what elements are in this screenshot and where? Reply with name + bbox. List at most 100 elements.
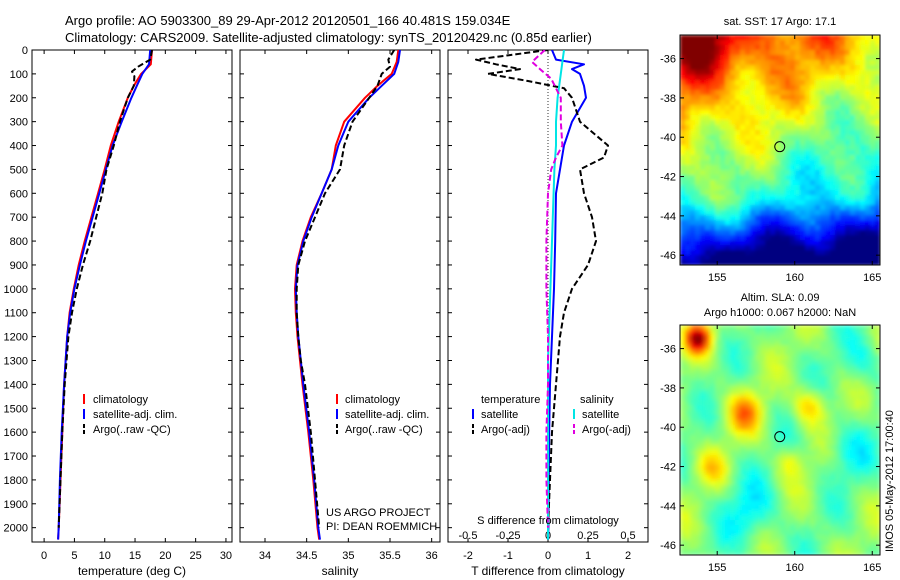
map-cell xyxy=(800,380,806,386)
map-cell xyxy=(710,465,716,471)
map-cell xyxy=(845,340,851,346)
map-cell xyxy=(805,355,811,361)
map-cell xyxy=(825,140,831,146)
map-cell xyxy=(820,525,826,531)
map-cell xyxy=(785,195,791,201)
map-cell xyxy=(720,160,726,166)
map-cell xyxy=(840,475,846,481)
map-cell xyxy=(680,155,686,161)
map-cell xyxy=(765,155,771,161)
map-cell xyxy=(750,390,756,396)
map-cell xyxy=(815,125,821,131)
map-cell xyxy=(715,380,721,386)
map-cell xyxy=(760,150,766,156)
map-cell xyxy=(745,470,751,476)
map-cell xyxy=(825,410,831,416)
map-cell xyxy=(710,350,716,356)
map-cell xyxy=(695,125,701,131)
map-cell xyxy=(735,445,741,451)
map-cell xyxy=(845,130,851,136)
map-cell xyxy=(725,535,731,541)
map-cell xyxy=(755,510,761,516)
map-cell xyxy=(705,535,711,541)
map-cell xyxy=(870,150,876,156)
map-cell xyxy=(865,135,871,141)
map-cell xyxy=(860,350,866,356)
map-cell xyxy=(805,115,811,121)
map-cell xyxy=(855,490,861,496)
map-cell xyxy=(825,245,831,251)
map-cell xyxy=(855,380,861,386)
map-cell xyxy=(735,480,741,486)
map-cell xyxy=(860,95,866,101)
map-cell xyxy=(845,225,851,231)
map-cell xyxy=(745,400,751,406)
map-cell xyxy=(705,375,711,381)
map-cell xyxy=(725,75,731,81)
map-cell xyxy=(790,360,796,366)
map-cell xyxy=(770,205,776,211)
map-cell xyxy=(720,335,726,341)
map-cell xyxy=(860,455,866,461)
map-cell xyxy=(725,160,731,166)
map-cell xyxy=(830,465,836,471)
map-cell xyxy=(800,365,806,371)
map-cell xyxy=(680,430,686,436)
map-cell xyxy=(805,405,811,411)
map-cell xyxy=(710,90,716,96)
map-cell xyxy=(745,510,751,516)
map-cell xyxy=(765,215,771,221)
map-cell xyxy=(825,385,831,391)
map-cell xyxy=(785,200,791,206)
map-x-tick-label: 165 xyxy=(863,562,881,574)
map-cell xyxy=(785,165,791,171)
map-cell xyxy=(850,205,856,211)
map-cell xyxy=(770,85,776,91)
map-cell xyxy=(735,490,741,496)
map-cell xyxy=(795,225,801,231)
map-cell xyxy=(715,255,721,261)
map-cell xyxy=(695,200,701,206)
map-cell xyxy=(690,445,696,451)
map-cell xyxy=(685,255,691,261)
map-cell xyxy=(700,155,706,161)
map-cell xyxy=(690,150,696,156)
map-cell xyxy=(865,350,871,356)
map-cell xyxy=(850,240,856,246)
map-cell xyxy=(860,230,866,236)
map-cell xyxy=(705,240,711,246)
map-cell xyxy=(730,250,736,256)
map-cell xyxy=(715,165,721,171)
map-cell xyxy=(745,50,751,56)
map-cell xyxy=(775,80,781,86)
map-cell xyxy=(770,45,776,51)
map-cell xyxy=(685,515,691,521)
map-cell xyxy=(690,190,696,196)
map-cell xyxy=(730,125,736,131)
map-cell xyxy=(750,150,756,156)
map-cell xyxy=(725,335,731,341)
map-cell xyxy=(765,460,771,466)
map-cell xyxy=(725,60,731,66)
map-cell xyxy=(715,395,721,401)
map-cell xyxy=(755,185,761,191)
map-cell xyxy=(745,120,751,126)
map-cell xyxy=(850,410,856,416)
map-cell xyxy=(715,75,721,81)
map-cell xyxy=(710,395,716,401)
map-cell xyxy=(795,65,801,71)
map-cell xyxy=(845,145,851,151)
map-cell xyxy=(770,495,776,501)
map-cell xyxy=(765,235,771,241)
map-cell xyxy=(725,380,731,386)
map-cell xyxy=(685,410,691,416)
map-cell xyxy=(780,130,786,136)
map-cell xyxy=(830,130,836,136)
map-cell xyxy=(790,65,796,71)
map-cell xyxy=(820,70,826,76)
map-cell xyxy=(735,130,741,136)
map-cell xyxy=(780,360,786,366)
map-cell xyxy=(800,385,806,391)
map-cell xyxy=(680,360,686,366)
map-cell xyxy=(860,460,866,466)
